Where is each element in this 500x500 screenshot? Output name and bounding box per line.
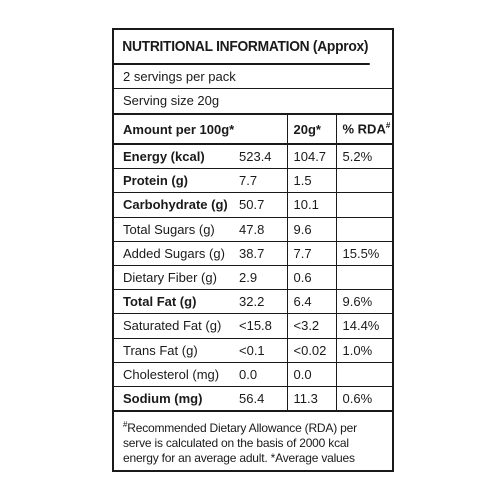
rda-value	[335, 168, 392, 193]
table-row: Energy (kcal) 523.4 104.7 5.2%	[114, 143, 392, 169]
per-serving-value: 0.0	[286, 361, 336, 387]
per-serving-value: 11.3	[286, 385, 336, 411]
per-100g-value: 50.7	[233, 192, 287, 218]
per-100g-value: 56.4	[233, 385, 287, 411]
rda-value: 9.6%	[335, 289, 392, 314]
serving-size: Serving size 20g	[123, 93, 220, 108]
nutrient-name: Total Sugars (g)	[114, 216, 233, 242]
rda-value: 0.6%	[335, 385, 392, 411]
per-100g-value: 47.8	[233, 216, 287, 242]
per-serving-value: 0.6	[286, 264, 336, 290]
header-rda-text: % RDA	[342, 121, 386, 137]
rda-value: 1.0%	[335, 337, 392, 363]
per-serving-value: <0.02	[286, 337, 336, 363]
rda-value: 14.4%	[335, 313, 392, 338]
nutrient-name: Protein (g)	[114, 168, 233, 193]
table-row: Protein (g) 7.7 1.5	[114, 168, 392, 193]
table-row: Total Fat (g) 32.2 6.4 9.6%	[114, 289, 392, 314]
table-row: Added Sugars (g) 38.7 7.7 15.5%	[114, 240, 392, 266]
table-header-row: Amount per 100g* 20g* % RDA#	[114, 113, 392, 144]
nutrient-name: Added Sugars (g)	[114, 240, 233, 266]
footnote-text: Recommended Dietary Allowance (RDA) per …	[123, 421, 357, 466]
header-amount: Amount per 100g*	[114, 113, 287, 144]
nutrient-name: Trans Fat (g)	[114, 337, 233, 363]
per-100g-value: 32.2	[233, 289, 287, 314]
table-row: Total Sugars (g) 47.8 9.6	[114, 216, 392, 242]
table-row: Sodium (mg) 56.4 11.3 0.6%	[114, 385, 392, 411]
nutrition-label: NUTRITIONAL INFORMATION (Approx) 2 servi…	[112, 28, 394, 472]
per-100g-value: <15.8	[233, 313, 287, 338]
per-serving-value: 104.7	[286, 143, 336, 169]
nutrient-name: Dietary Fiber (g)	[114, 264, 233, 290]
footnote: #Recommended Dietary Allowance (RDA) per…	[114, 410, 392, 466]
rda-value	[335, 216, 392, 242]
table-row: Carbohydrate (g) 50.7 10.1	[114, 192, 392, 218]
header-per-serving: 20g*	[286, 113, 336, 144]
nutrient-name: Cholesterol (mg)	[114, 361, 233, 387]
per-serving-value: 10.1	[286, 192, 336, 218]
per-100g-value: 38.7	[233, 240, 287, 266]
per-serving-value: 1.5	[286, 168, 336, 193]
nutrient-name: Sodium (mg)	[114, 385, 233, 411]
nutrient-name: Total Fat (g)	[114, 289, 233, 314]
per-serving-value: 6.4	[286, 289, 336, 314]
per-serving-value: 7.7	[286, 240, 336, 266]
nutrient-name: Energy (kcal)	[114, 143, 233, 169]
table-row: Saturated Fat (g) <15.8 <3.2 14.4%	[114, 313, 392, 338]
rda-value	[335, 192, 392, 218]
servings-per-pack: 2 servings per pack	[114, 65, 392, 89]
per-100g-value: 523.4	[233, 143, 287, 169]
per-100g-value: 2.9	[233, 264, 287, 290]
per-serving-value: 9.6	[286, 216, 336, 242]
header-rda: % RDA#	[335, 113, 392, 144]
nutrition-table: Amount per 100g* 20g* % RDA# Energy (kca…	[114, 113, 392, 411]
nutrient-name: Saturated Fat (g)	[114, 313, 233, 338]
header-rda-mark: #	[385, 121, 391, 131]
table-row: Cholesterol (mg) 0.0 0.0	[114, 361, 392, 387]
rda-value	[335, 361, 392, 387]
rda-value: 15.5%	[335, 240, 392, 266]
footnote-mark: #	[123, 420, 128, 430]
per-100g-value: 7.7	[233, 168, 287, 193]
per-100g-value: 0.0	[233, 361, 287, 387]
per-100g-value: <0.1	[233, 337, 287, 363]
nutrient-name: Carbohydrate (g)	[114, 192, 233, 218]
rda-value: 5.2%	[335, 143, 392, 169]
label-title: NUTRITIONAL INFORMATION (Approx)	[114, 30, 370, 65]
table-row: Dietary Fiber (g) 2.9 0.6	[114, 264, 392, 290]
table-row: Trans Fat (g) <0.1 <0.02 1.0%	[114, 337, 392, 363]
per-serving-value: <3.2	[286, 313, 336, 338]
rda-value	[335, 264, 392, 290]
